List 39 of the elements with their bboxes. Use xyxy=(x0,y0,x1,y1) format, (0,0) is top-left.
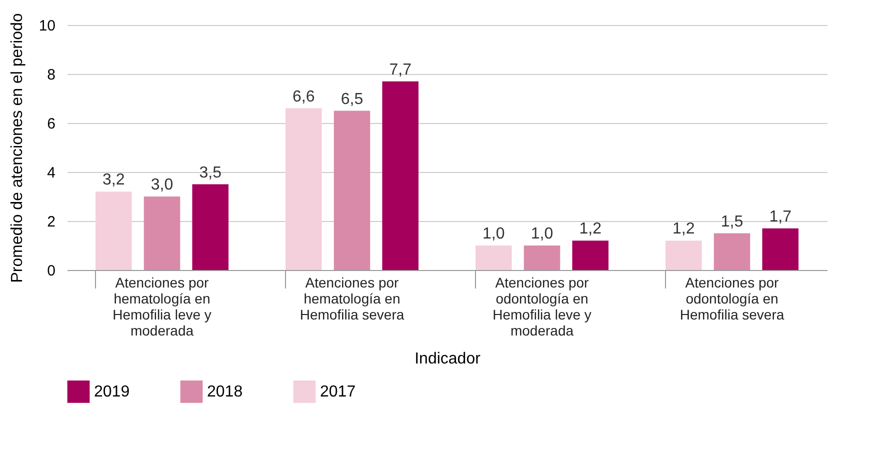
bar xyxy=(666,240,702,270)
legend-label: 2018 xyxy=(207,384,243,401)
bar xyxy=(286,108,322,270)
data-label: 3,5 xyxy=(199,164,222,182)
y-axis-title: Promedio de atenciones en el periodo xyxy=(8,13,26,283)
data-label: 1,7 xyxy=(769,208,792,226)
bar xyxy=(572,240,608,270)
bar xyxy=(96,192,132,270)
x-tick-label: Atenciones por hematología en Hemofilia severa xyxy=(300,274,404,322)
x-axis-title: Indicador xyxy=(414,350,482,368)
data-label: 3,2 xyxy=(102,172,125,189)
data-label: 6,5 xyxy=(340,90,364,108)
x-tick-label: Atenciones por odontología en Hemofilia severa xyxy=(680,274,784,322)
x-tick-label: Atenciones por hematología en Hemofilia leve y moderada xyxy=(112,274,212,338)
bar xyxy=(524,246,560,270)
bar xyxy=(144,196,180,270)
bar xyxy=(762,228,798,270)
bar xyxy=(192,184,228,270)
bar xyxy=(334,110,370,270)
data-label: 1,2 xyxy=(579,220,602,238)
data-label: 1,0 xyxy=(530,226,554,242)
data-label: 1,0 xyxy=(482,226,505,242)
bar xyxy=(714,233,750,270)
bar xyxy=(382,81,418,270)
bar xyxy=(476,246,512,270)
legend-label: 2019 xyxy=(94,384,130,401)
data-label: 1,5 xyxy=(720,213,744,230)
x-tick-label: Atenciones por odontología en Hemofilia leve y moderada xyxy=(492,274,592,338)
data-label: 6,6 xyxy=(292,88,315,106)
data-label: 7,7 xyxy=(389,61,412,78)
y-tick-label: 8 xyxy=(47,66,56,84)
y-tick-label: 2 xyxy=(47,214,56,230)
data-label: 3,0 xyxy=(150,176,174,194)
y-tick-label: 4 xyxy=(47,164,56,182)
y-tick-label: 10 xyxy=(38,18,56,34)
y-tick-label: 0 xyxy=(47,262,56,280)
legend-label: 2017 xyxy=(320,384,356,401)
y-tick-label: 6 xyxy=(47,116,56,132)
data-label: 1,2 xyxy=(672,220,695,238)
